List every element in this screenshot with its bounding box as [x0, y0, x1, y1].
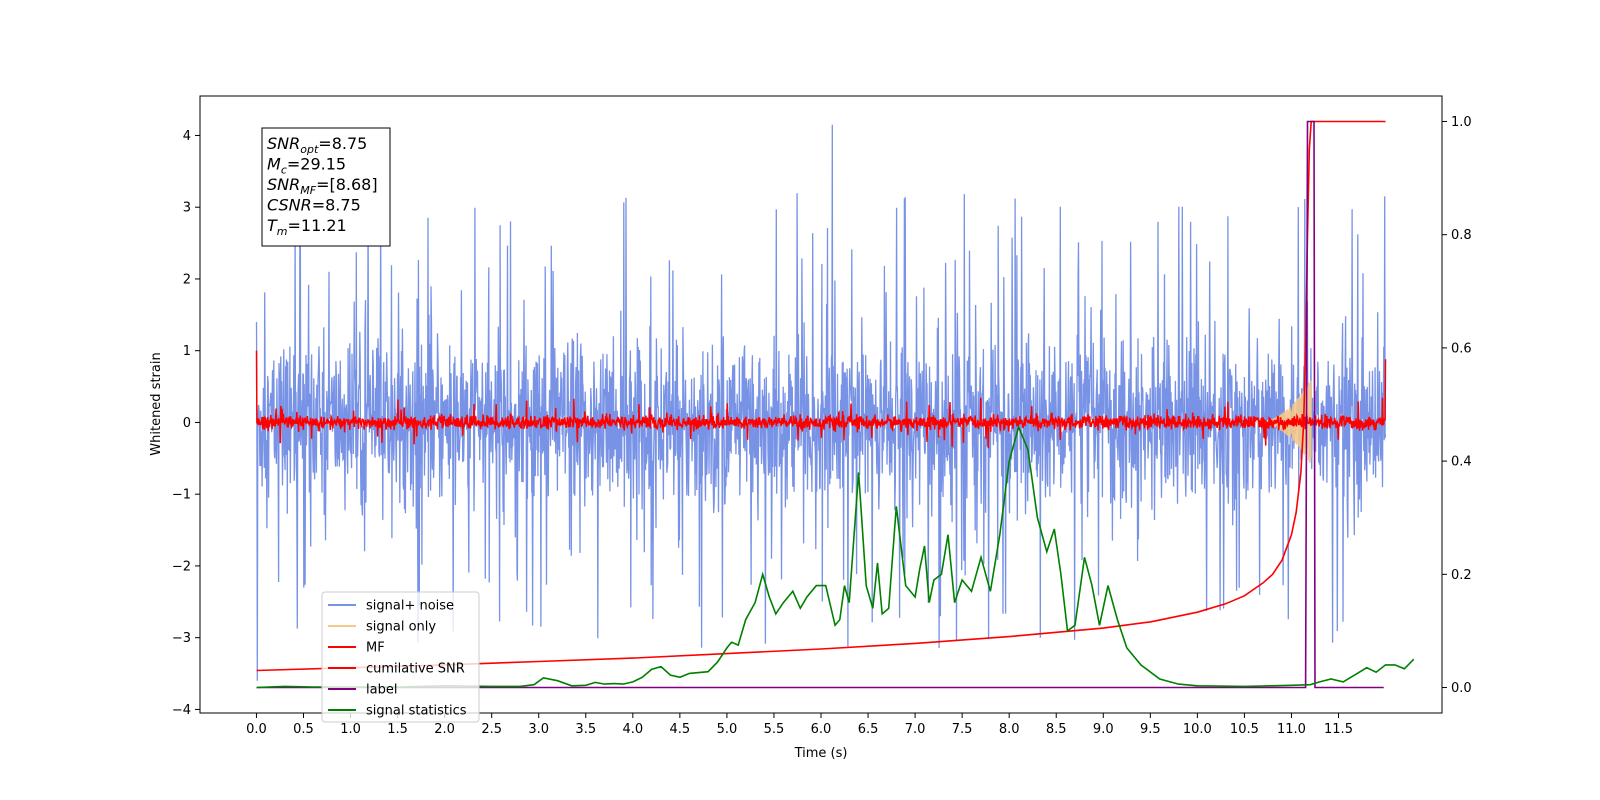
series-line-mf — [255, 350, 1387, 449]
y-tick-label: 0 — [183, 416, 191, 431]
y-right-tick-label: 0.2 — [1451, 568, 1472, 583]
info-box-frame — [261, 127, 391, 247]
info-box-symbol: T — [267, 216, 278, 235]
x-tick-label: 6.5 — [858, 722, 879, 737]
x-tick-label: 6.0 — [811, 722, 832, 737]
info-box-symbol: CSNR — [267, 196, 312, 215]
info-box-symbol: SNR — [267, 134, 300, 153]
info-box-value: =8.75 — [318, 134, 367, 153]
y-right-tick-label: 0.4 — [1451, 455, 1472, 470]
x-tick-label: 10.0 — [1183, 722, 1212, 737]
x-axis: 0.0 0.5 1.0 1.5 2.0 2.5 3.0 3.5 4.0 4.5 5.0 5.5 6.0 6… — [246, 713, 1353, 737]
y-tick-label: 2 — [183, 272, 191, 287]
x-tick-label: 0.0 — [246, 722, 267, 737]
x-tick-label: 8.5 — [1046, 722, 1067, 737]
legend: signal+ noise signal only MF cumilative SNR… — [321, 591, 480, 723]
y-right-tick-label: 0.0 — [1451, 681, 1472, 696]
x-tick-label: 2.5 — [481, 722, 502, 737]
info-box-value: =11.21 — [288, 216, 347, 235]
info-box-line: SNRopt=8.75 — [267, 134, 367, 156]
x-tick-label: 0.5 — [293, 722, 314, 737]
plot-area — [255, 120, 1415, 689]
x-tick-label: 5.5 — [764, 722, 785, 737]
x-tick-label: 5.0 — [717, 722, 738, 737]
info-box-subscript: opt — [300, 143, 319, 156]
x-tick-label: 4.0 — [622, 722, 643, 737]
info-box-subscript: m — [277, 225, 288, 238]
x-tick-label: 7.0 — [905, 722, 926, 737]
legend-label: signal+ noise — [366, 599, 454, 614]
x-tick-label: 11.5 — [1324, 722, 1353, 737]
legend-label: MF — [366, 641, 385, 656]
x-tick-label: 3.0 — [528, 722, 549, 737]
y-right-tick-label: 1.0 — [1451, 115, 1472, 130]
info-box-line: Mc=29.15 — [267, 155, 346, 177]
y-tick-label: 4 — [183, 129, 191, 144]
x-tick-label: 8.0 — [999, 722, 1020, 737]
x-tick-label: 9.5 — [1140, 722, 1161, 737]
x-tick-label: 3.5 — [575, 722, 596, 737]
x-tick-label: 1.0 — [340, 722, 361, 737]
y-tick-label: 1 — [183, 344, 191, 359]
series-line-signal-statistics — [256, 424, 1415, 689]
y-tick-label: −4 — [172, 703, 191, 718]
info-box-symbol: M — [267, 155, 281, 174]
info-box-line: CSNR=8.75 — [267, 196, 361, 215]
info-box: SNRopt=8.75Mc=29.15SNRMF=[8.68]CSNR=8.75… — [261, 127, 391, 247]
x-tick-label: 9.0 — [1093, 722, 1114, 737]
info-box-line: Tm=11.21 — [267, 216, 347, 238]
y-tick-label: 3 — [183, 201, 191, 216]
info-box-symbol: SNR — [267, 175, 300, 194]
info-box-value: =[8.68] — [316, 175, 378, 194]
info-box-value: =29.15 — [287, 155, 346, 174]
legend-label: signal only — [366, 620, 436, 635]
y-axis-right: 0.0 0.2 0.4 0.6 0.8 1.0 — [1442, 115, 1472, 696]
legend-label: signal statistics — [366, 704, 467, 719]
x-tick-label: 2.0 — [434, 722, 455, 737]
x-tick-label: 7.5 — [952, 722, 973, 737]
info-box-subscript: MF — [300, 184, 316, 197]
legend-label: cumilative SNR — [366, 662, 465, 677]
info-box-subscript: c — [281, 164, 287, 177]
y-right-tick-label: 0.8 — [1451, 228, 1472, 243]
y-tick-label: −2 — [172, 559, 191, 574]
x-tick-label: 10.5 — [1230, 722, 1259, 737]
x-axis-title: Time (s) — [794, 746, 848, 761]
series-line-label — [256, 120, 1384, 689]
y-axis-left: −4 −3 −2 −1 0 1 2 3 4 — [172, 129, 200, 718]
x-tick-label: 11.0 — [1277, 722, 1306, 737]
y-right-tick-label: 0.6 — [1451, 341, 1472, 356]
y-tick-label: −1 — [172, 488, 191, 503]
y-tick-label: −3 — [172, 631, 191, 646]
legend-label: label — [366, 683, 397, 698]
series-line-cumulative-snr — [256, 120, 1386, 672]
y-axis-title: Whitened strain — [149, 352, 164, 455]
x-tick-label: 4.5 — [670, 722, 691, 737]
x-tick-label: 1.5 — [387, 722, 408, 737]
legend-frame — [321, 591, 480, 723]
info-box-line: SNRMF=[8.68] — [267, 175, 378, 197]
info-box-value: =8.75 — [312, 196, 361, 215]
